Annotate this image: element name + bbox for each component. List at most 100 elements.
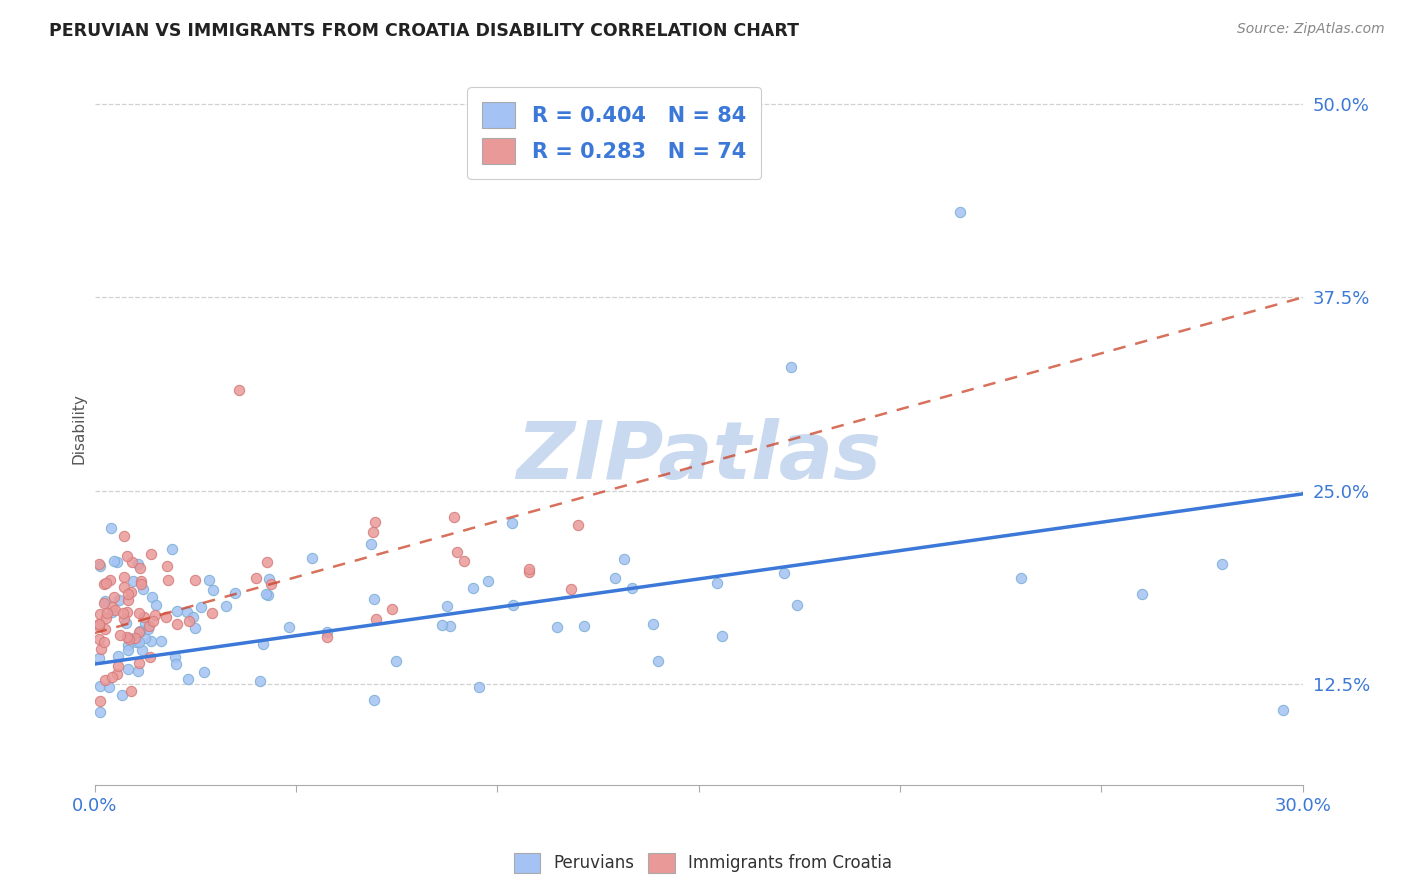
Point — [1130, 587, 1153, 601]
Point — [124, 631, 146, 645]
Point — [184, 621, 207, 635]
Point — [257, 588, 280, 602]
Point — [101, 670, 124, 684]
Point — [177, 672, 200, 686]
Point — [93, 634, 115, 648]
Point — [125, 635, 148, 649]
Point — [439, 619, 461, 633]
Point — [181, 609, 204, 624]
Point — [254, 587, 277, 601]
Point — [93, 596, 115, 610]
Point — [112, 612, 135, 626]
Point — [477, 574, 499, 589]
Point — [446, 545, 468, 559]
Point — [621, 581, 644, 595]
Point — [87, 616, 110, 631]
Point — [779, 359, 801, 374]
Point — [501, 516, 523, 530]
Point — [136, 622, 159, 636]
Point — [87, 619, 110, 633]
Point — [107, 659, 129, 673]
Point — [385, 654, 408, 668]
Point — [160, 541, 183, 556]
Point — [145, 599, 167, 613]
Point — [101, 605, 124, 619]
Point — [560, 582, 582, 597]
Y-axis label: Disability: Disability — [72, 393, 86, 465]
Point — [111, 606, 134, 620]
Point — [105, 555, 128, 569]
Point — [277, 620, 299, 634]
Point — [103, 590, 125, 604]
Point — [103, 603, 125, 617]
Point — [96, 606, 118, 620]
Point — [301, 550, 323, 565]
Point — [165, 657, 187, 672]
Point — [228, 383, 250, 397]
Point — [139, 633, 162, 648]
Point — [166, 617, 188, 632]
Point — [141, 547, 163, 561]
Point — [94, 575, 117, 590]
Point — [111, 688, 134, 702]
Point — [128, 634, 150, 648]
Point — [89, 679, 111, 693]
Point — [108, 628, 131, 642]
Point — [157, 574, 180, 588]
Point — [257, 572, 280, 586]
Point — [453, 554, 475, 568]
Point — [224, 586, 246, 600]
Point — [128, 561, 150, 575]
Point — [432, 617, 454, 632]
Point — [94, 673, 117, 687]
Point — [90, 641, 112, 656]
Point — [89, 607, 111, 622]
Point — [1211, 557, 1233, 571]
Point — [117, 638, 139, 652]
Point — [468, 681, 491, 695]
Point — [131, 643, 153, 657]
Point — [138, 650, 160, 665]
Point — [200, 606, 222, 620]
Point — [572, 619, 595, 633]
Point — [108, 593, 131, 607]
Point — [93, 576, 115, 591]
Point — [129, 574, 152, 589]
Point — [103, 554, 125, 568]
Point — [363, 693, 385, 707]
Point — [100, 521, 122, 535]
Point — [249, 673, 271, 688]
Point — [87, 617, 110, 632]
Point — [87, 632, 110, 647]
Point — [98, 680, 121, 694]
Text: ZIPatlas: ZIPatlas — [516, 418, 882, 496]
Point — [710, 629, 733, 643]
Point — [117, 586, 139, 600]
Point — [117, 592, 139, 607]
Point — [643, 617, 665, 632]
Point — [132, 582, 155, 596]
Point — [134, 616, 156, 631]
Point — [94, 622, 117, 636]
Point — [117, 643, 139, 657]
Point — [245, 570, 267, 584]
Point — [786, 599, 808, 613]
Point — [87, 651, 110, 665]
Point — [87, 557, 110, 571]
Point — [949, 205, 972, 219]
Point — [129, 624, 152, 639]
Point — [215, 599, 238, 613]
Point — [647, 654, 669, 668]
Point — [260, 577, 283, 591]
Point — [122, 574, 145, 589]
Text: PERUVIAN VS IMMIGRANTS FROM CROATIA DISABILITY CORRELATION CHART: PERUVIAN VS IMMIGRANTS FROM CROATIA DISA… — [49, 22, 799, 40]
Point — [363, 592, 385, 607]
Point — [315, 624, 337, 639]
Legend: Peruvians, Immigrants from Croatia: Peruvians, Immigrants from Croatia — [508, 847, 898, 880]
Point — [134, 610, 156, 624]
Point — [128, 624, 150, 639]
Point — [567, 517, 589, 532]
Point — [120, 684, 142, 698]
Point — [315, 630, 337, 644]
Point — [252, 637, 274, 651]
